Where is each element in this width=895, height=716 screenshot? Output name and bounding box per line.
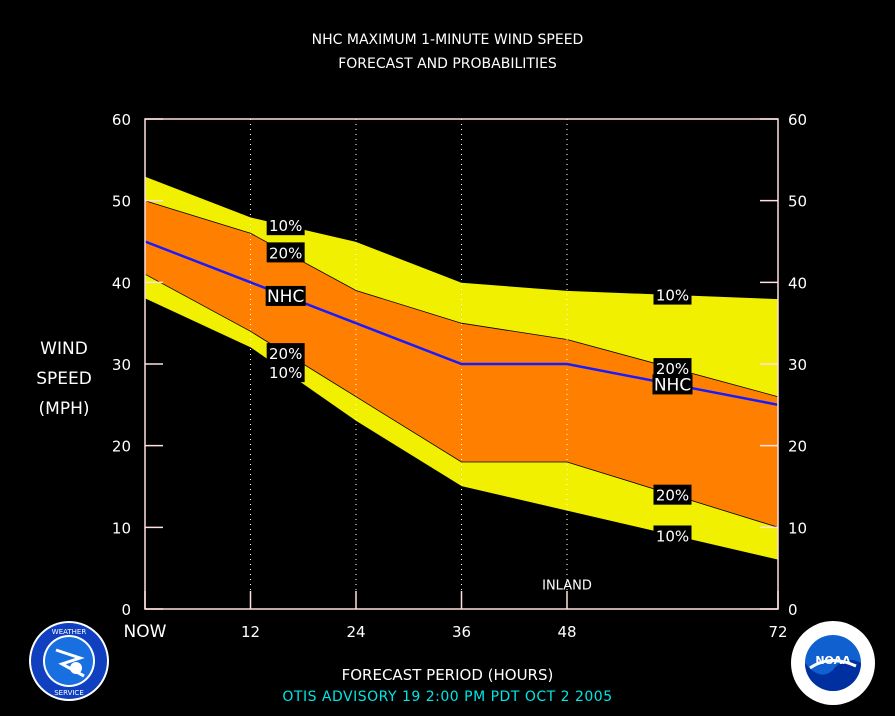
svg-text:SERVICE: SERVICE [54, 689, 84, 697]
annotation-label-3: 20% [269, 345, 302, 363]
annotation-label-6: 20% [656, 360, 689, 378]
annotation-label-9: 10% [656, 528, 689, 546]
advisory-footer: OTIS ADVISORY 19 2:00 PM PDT OCT 2 2005 [282, 689, 613, 705]
y-tick-label-left: 60 [112, 111, 131, 129]
x-axis-label: FORECAST PERIOD (HOURS) [341, 666, 554, 684]
y-tick-label-right: 40 [788, 274, 807, 292]
annotation-label-0: 10% [269, 217, 302, 235]
annotation-box-6 [653, 358, 692, 379]
inland-label: INLAND [542, 579, 592, 594]
y-tick-label-right: 50 [788, 193, 807, 211]
annotation-label-1: 20% [269, 244, 302, 262]
y-tick-label-right: 60 [788, 111, 807, 129]
annotation-box-2 [265, 285, 306, 306]
series-line-4 [144, 298, 779, 561]
annotation-box-0 [266, 215, 305, 236]
x-tick-label: 24 [346, 623, 365, 641]
annotation-box-7 [652, 374, 693, 395]
y-tick-label-right: 30 [788, 356, 807, 374]
annotation-box-8 [653, 484, 692, 505]
annotation-label-5: 10% [656, 287, 689, 305]
x-tick-label: 48 [557, 623, 576, 641]
y-axis-label-line-1: WIND [40, 339, 88, 359]
annotation-label-8: 20% [656, 487, 689, 505]
y-tick-label-right: 20 [788, 438, 807, 456]
y-tick-label-left: 0 [121, 601, 131, 619]
x-tick-label: 12 [241, 623, 260, 641]
annotation-box-1 [266, 242, 305, 263]
y-axis-label-line-3: (MPH) [38, 399, 90, 419]
y-tick-label-right: 10 [788, 519, 807, 537]
y-tick-label-left: 20 [112, 438, 131, 456]
y-tick-label-left: 10 [112, 519, 131, 537]
series-line-1 [144, 200, 779, 398]
annotation-box-5 [653, 284, 692, 305]
chart-title-line-2: FORECAST AND PROBABILITIES [338, 56, 557, 72]
svg-text:NOAA: NOAA [815, 654, 851, 667]
y-tick-label-right: 0 [788, 601, 798, 619]
annotation-box-4 [266, 362, 305, 383]
x-tick-label: NOW [124, 622, 167, 642]
chart-title-line-1: NHC MAXIMUM 1-MINUTE WIND SPEED [311, 32, 584, 48]
annotation-label-7: NHC [654, 375, 691, 395]
y-axis-label-line-2: SPEED [36, 369, 92, 389]
x-tick-label: 36 [452, 623, 471, 641]
noaa-logo: NOAA [791, 621, 875, 705]
annotation-box-3 [266, 343, 305, 364]
x-tick-label: 72 [768, 623, 787, 641]
svg-text:WEATHER: WEATHER [52, 628, 87, 636]
annotation-label-4: 10% [269, 364, 302, 382]
series-line-3 [144, 273, 779, 528]
nhc-forecast-line [144, 240, 779, 407]
annotation-label-2: NHC [267, 287, 304, 307]
y-axis-label: WIND SPEED (MPH) [22, 334, 106, 424]
y-tick-label-left: 40 [112, 274, 131, 292]
y-tick-label-left: 30 [112, 356, 131, 374]
annotation-box-9 [653, 525, 692, 546]
y-tick-label-left: 50 [112, 193, 131, 211]
national-weather-service-logo: WEATHER SERVICE [29, 621, 109, 701]
series-line-0 [144, 175, 779, 300]
